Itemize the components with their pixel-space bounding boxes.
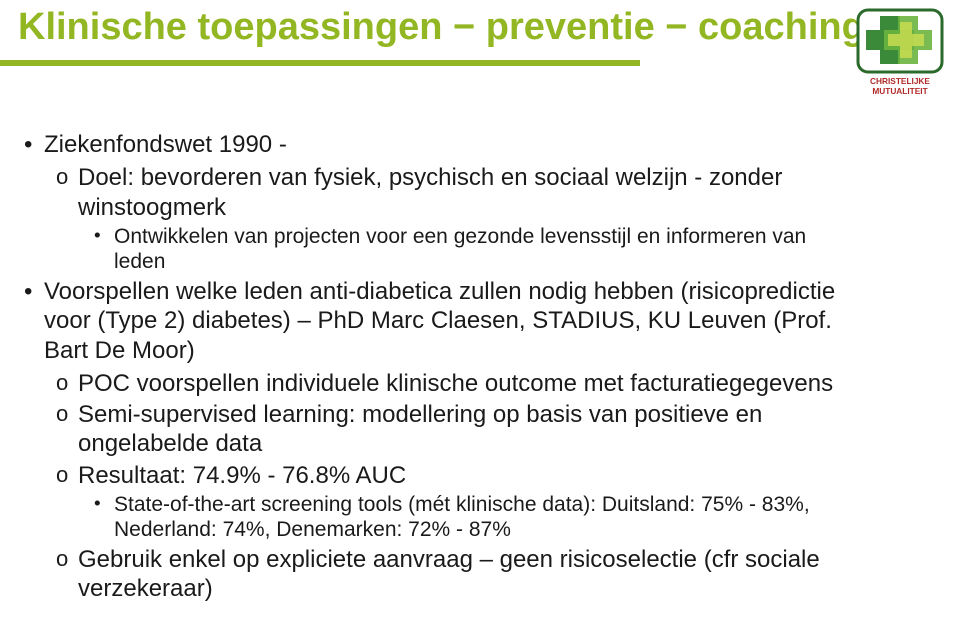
- bullet-l2: Gebruik enkel op expliciete aanvraag – g…: [22, 545, 860, 604]
- content-body: Ziekenfondswet 1990 - Doel: bevorderen v…: [22, 130, 860, 606]
- title-band: Klinische toepassingen − preventie − coa…: [0, 0, 960, 66]
- bullet-text: POC voorspellen individuele klinische ou…: [78, 370, 833, 397]
- bullet-l1: Voorspellen welke leden anti-diabetica z…: [22, 277, 860, 365]
- logo: CHRISTELIJKE MUTUALITEIT: [856, 8, 944, 98]
- bullet-l2: Doel: bevorderen van fysiek, psychisch e…: [22, 163, 860, 222]
- logo-text-2: MUTUALITEIT: [872, 86, 927, 96]
- bullet-l2: POC voorspellen individuele klinische ou…: [22, 369, 860, 398]
- bullet-text: Semi-supervised learning: modellering op…: [78, 401, 762, 457]
- slide-title: Klinische toepassingen − preventie − coa…: [0, 0, 960, 54]
- bullet-text: Doel: bevorderen van fysiek, psychisch e…: [78, 164, 782, 220]
- bullet-text: Ziekenfondswet 1990 -: [44, 131, 287, 158]
- logo-text-1: CHRISTELIJKE: [870, 76, 930, 86]
- cm-logo-icon: CHRISTELIJKE MUTUALITEIT: [856, 8, 944, 98]
- bullet-l3: State-of-the-art screening tools (mét kl…: [22, 492, 860, 543]
- bullet-l2: Resultaat: 74.9% - 76.8% AUC: [22, 461, 860, 490]
- bullet-text: Voorspellen welke leden anti-diabetica z…: [44, 278, 835, 364]
- bullet-l3: Ontwikkelen van projecten voor een gezon…: [22, 224, 860, 275]
- bullet-l2: Semi-supervised learning: modellering op…: [22, 400, 860, 459]
- bullet-text: Resultaat: 74.9% - 76.8% AUC: [78, 462, 406, 489]
- bullet-text: Gebruik enkel op expliciete aanvraag – g…: [78, 546, 820, 602]
- slide: Klinische toepassingen − preventie − coa…: [0, 0, 960, 620]
- bullet-text: Ontwikkelen van projecten voor een gezon…: [114, 225, 806, 274]
- title-underline: [0, 60, 640, 66]
- bullet-l1: Ziekenfondswet 1990 -: [22, 130, 860, 159]
- bullet-text: State-of-the-art screening tools (mét kl…: [114, 493, 810, 542]
